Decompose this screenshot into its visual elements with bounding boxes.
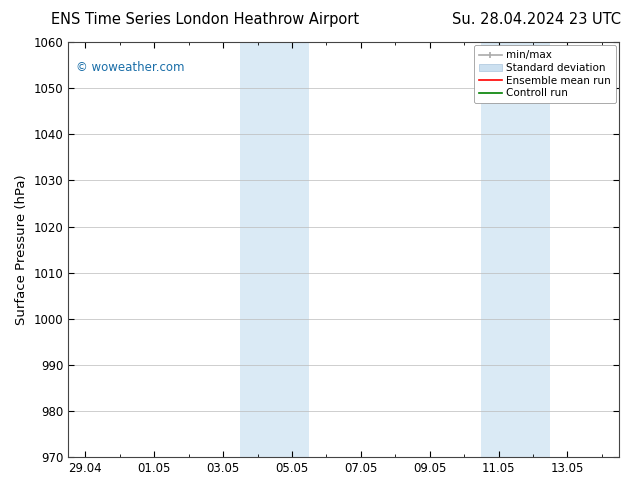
- Legend: min/max, Standard deviation, Ensemble mean run, Controll run: min/max, Standard deviation, Ensemble me…: [474, 45, 616, 103]
- Bar: [240, 42, 309, 457]
- Text: © woweather.com: © woweather.com: [77, 61, 185, 74]
- Text: Su. 28.04.2024 23 UTC: Su. 28.04.2024 23 UTC: [452, 12, 621, 27]
- Y-axis label: Surface Pressure (hPa): Surface Pressure (hPa): [15, 174, 28, 325]
- Bar: [481, 42, 550, 457]
- Text: ENS Time Series London Heathrow Airport: ENS Time Series London Heathrow Airport: [51, 12, 359, 27]
